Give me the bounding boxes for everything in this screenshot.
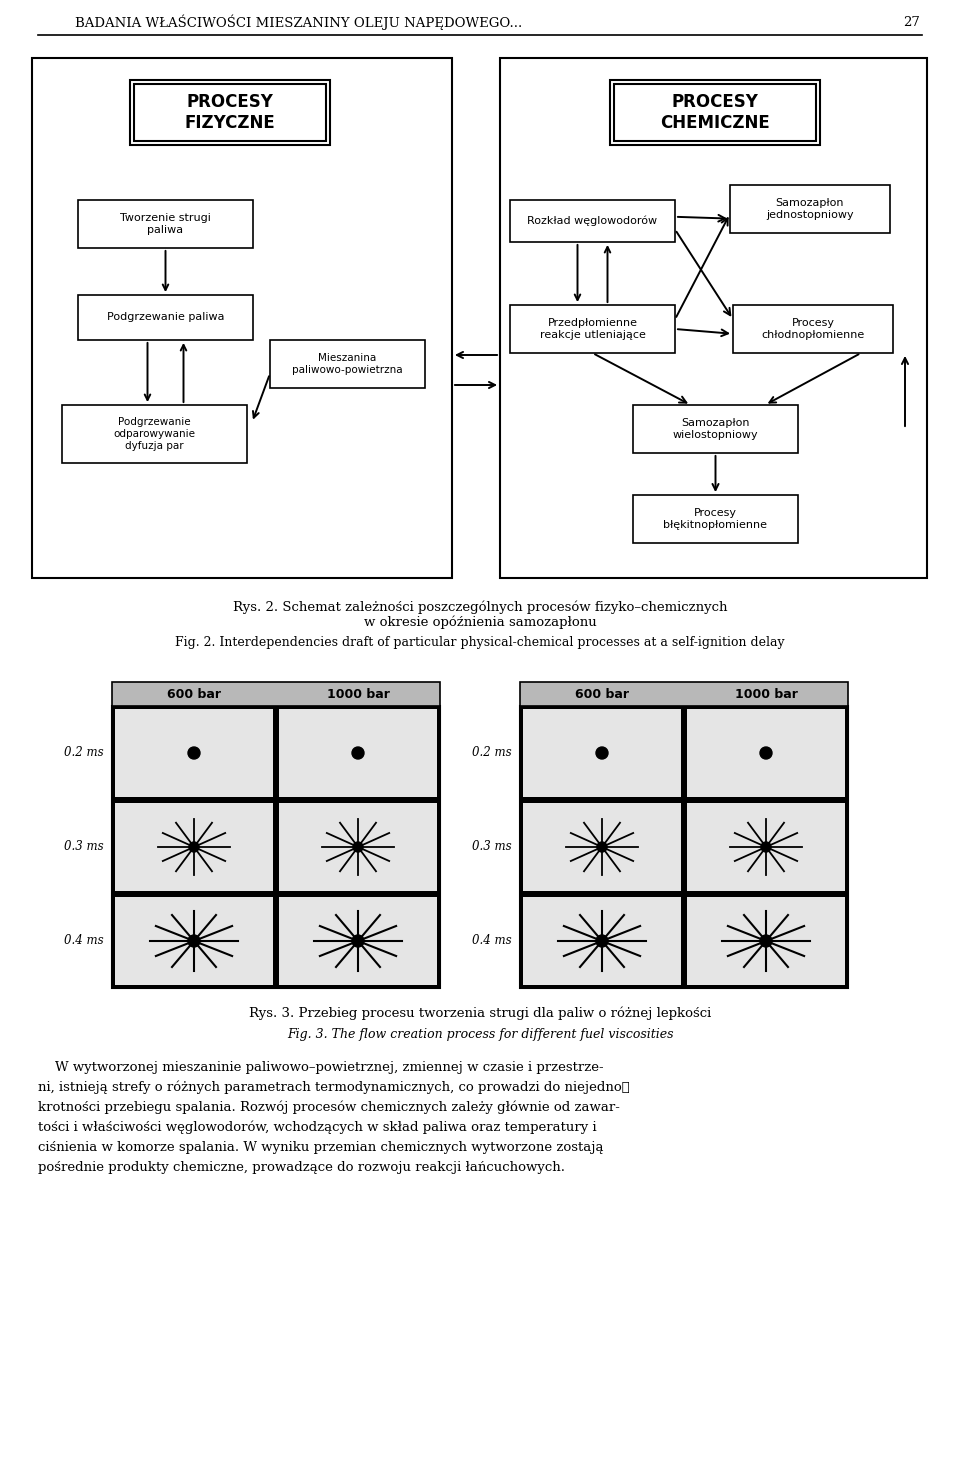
Bar bbox=[633, 495, 798, 544]
Text: Samozapłon
wielostopniowy: Samozapłon wielostopniowy bbox=[673, 418, 758, 440]
Bar bbox=[78, 200, 253, 247]
Circle shape bbox=[352, 747, 364, 759]
Bar bbox=[523, 803, 681, 891]
Text: 0.4 ms: 0.4 ms bbox=[64, 934, 104, 947]
Bar bbox=[520, 682, 848, 706]
Bar bbox=[270, 340, 425, 387]
Text: Samozapłon
jednostopniowy: Samozapłon jednostopniowy bbox=[766, 199, 853, 219]
Circle shape bbox=[353, 843, 363, 851]
Text: BADANIA WŁAŚCIWOŚCI MIESZANINY OLEJU NAPĘDOWEGO...: BADANIA WŁAŚCIWOŚCI MIESZANINY OLEJU NAP… bbox=[75, 15, 522, 29]
Circle shape bbox=[352, 935, 364, 947]
Bar bbox=[733, 305, 893, 354]
Text: ni, istnieją strefy o różnych parametrach termodynamicznych, co prowadzi do niej: ni, istnieją strefy o różnych parametrac… bbox=[38, 1081, 630, 1094]
Text: Rys. 3. Przebieg procesu tworzenia strugi dla paliw o różnej lepkości: Rys. 3. Przebieg procesu tworzenia strug… bbox=[249, 1006, 711, 1019]
Circle shape bbox=[596, 747, 608, 759]
Bar bbox=[633, 405, 798, 454]
Text: 1000 bar: 1000 bar bbox=[326, 688, 390, 701]
Bar bbox=[279, 803, 437, 891]
Text: 0.2 ms: 0.2 ms bbox=[472, 747, 512, 760]
Text: 1000 bar: 1000 bar bbox=[734, 688, 798, 701]
Bar bbox=[730, 186, 890, 233]
Text: krotności przebiegu spalania. Rozwój procesów chemicznych zależy głównie od zawa: krotności przebiegu spalania. Rozwój pro… bbox=[38, 1100, 620, 1115]
Bar bbox=[610, 80, 820, 144]
Bar bbox=[112, 682, 440, 706]
Text: 0.4 ms: 0.4 ms bbox=[472, 934, 512, 947]
Text: 0.3 ms: 0.3 ms bbox=[472, 841, 512, 853]
Circle shape bbox=[189, 843, 199, 851]
Bar bbox=[687, 709, 845, 797]
Bar bbox=[510, 305, 675, 354]
Text: 600 bar: 600 bar bbox=[167, 688, 221, 701]
Text: Fig. 3. The flow creation process for different fuel viscosities: Fig. 3. The flow creation process for di… bbox=[287, 1028, 673, 1041]
Text: Podgrzewanie
odparowywanie
dyfuzja par: Podgrzewanie odparowywanie dyfuzja par bbox=[113, 417, 196, 451]
Text: Mieszanina
paliwowo-powietrzna: Mieszanina paliwowo-powietrzna bbox=[292, 354, 403, 374]
Text: W wytworzonej mieszaninie paliwowo–powietrznej, zmiennej w czasie i przestrze-: W wytworzonej mieszaninie paliwowo–powie… bbox=[38, 1061, 604, 1074]
Text: PROCESY
CHEMICZNE: PROCESY CHEMICZNE bbox=[660, 93, 770, 133]
Text: Podgrzewanie paliwa: Podgrzewanie paliwa bbox=[107, 312, 225, 323]
Bar bbox=[279, 709, 437, 797]
Text: Procesy
chłodnopłomienne: Procesy chłodnopłomienne bbox=[761, 318, 865, 340]
Text: PROCESY
FIZYCZNE: PROCESY FIZYCZNE bbox=[184, 93, 276, 133]
Text: pośrednie produkty chemiczne, prowadzące do rozwoju reakcji łańcuchowych.: pośrednie produkty chemiczne, prowadzące… bbox=[38, 1161, 565, 1174]
Circle shape bbox=[188, 935, 200, 947]
Circle shape bbox=[597, 843, 607, 851]
Text: tości i właściwości węglowodorów, wchodzących w skład paliwa oraz temperatury i: tości i właściwości węglowodorów, wchodz… bbox=[38, 1121, 596, 1134]
Bar bbox=[687, 897, 845, 985]
Bar bbox=[115, 803, 273, 891]
Text: 0.3 ms: 0.3 ms bbox=[64, 841, 104, 853]
Bar bbox=[115, 897, 273, 985]
Bar bbox=[112, 706, 440, 988]
Text: ciśnienia w komorze spalania. W wyniku przemian chemicznych wytworzone zostają: ciśnienia w komorze spalania. W wyniku p… bbox=[38, 1142, 604, 1153]
Bar bbox=[32, 57, 452, 577]
Text: Rozkład węglowodorów: Rozkład węglowodorów bbox=[527, 215, 658, 227]
Bar bbox=[130, 80, 330, 144]
Bar bbox=[78, 295, 253, 340]
Text: Przedpłomienne
reakcje utleniające: Przedpłomienne reakcje utleniające bbox=[540, 318, 645, 340]
Text: 600 bar: 600 bar bbox=[575, 688, 629, 701]
Text: Fig. 2. Interdependencies draft of particular physical-chemical processes at a s: Fig. 2. Interdependencies draft of parti… bbox=[175, 636, 785, 650]
Circle shape bbox=[188, 747, 200, 759]
Circle shape bbox=[761, 843, 771, 851]
Circle shape bbox=[596, 935, 608, 947]
Bar bbox=[523, 897, 681, 985]
Circle shape bbox=[760, 935, 772, 947]
Text: 0.2 ms: 0.2 ms bbox=[64, 747, 104, 760]
Bar bbox=[115, 709, 273, 797]
Bar bbox=[134, 84, 326, 141]
Bar bbox=[510, 200, 675, 242]
Bar bbox=[687, 803, 845, 891]
Bar bbox=[614, 84, 816, 141]
Bar bbox=[62, 405, 247, 463]
Bar bbox=[500, 57, 927, 577]
Bar bbox=[523, 709, 681, 797]
Bar bbox=[520, 706, 848, 988]
Text: 27: 27 bbox=[903, 16, 920, 28]
Text: Tworzenie strugi
paliwa: Tworzenie strugi paliwa bbox=[120, 214, 211, 234]
Bar bbox=[279, 897, 437, 985]
Circle shape bbox=[760, 747, 772, 759]
Text: Procesy
błękitnopłomienne: Procesy błękitnopłomienne bbox=[663, 508, 767, 530]
Text: Rys. 2. Schemat zależności poszczególnych procesów fizyko–chemicznych
w okresie : Rys. 2. Schemat zależności poszczególnyc… bbox=[232, 600, 728, 629]
